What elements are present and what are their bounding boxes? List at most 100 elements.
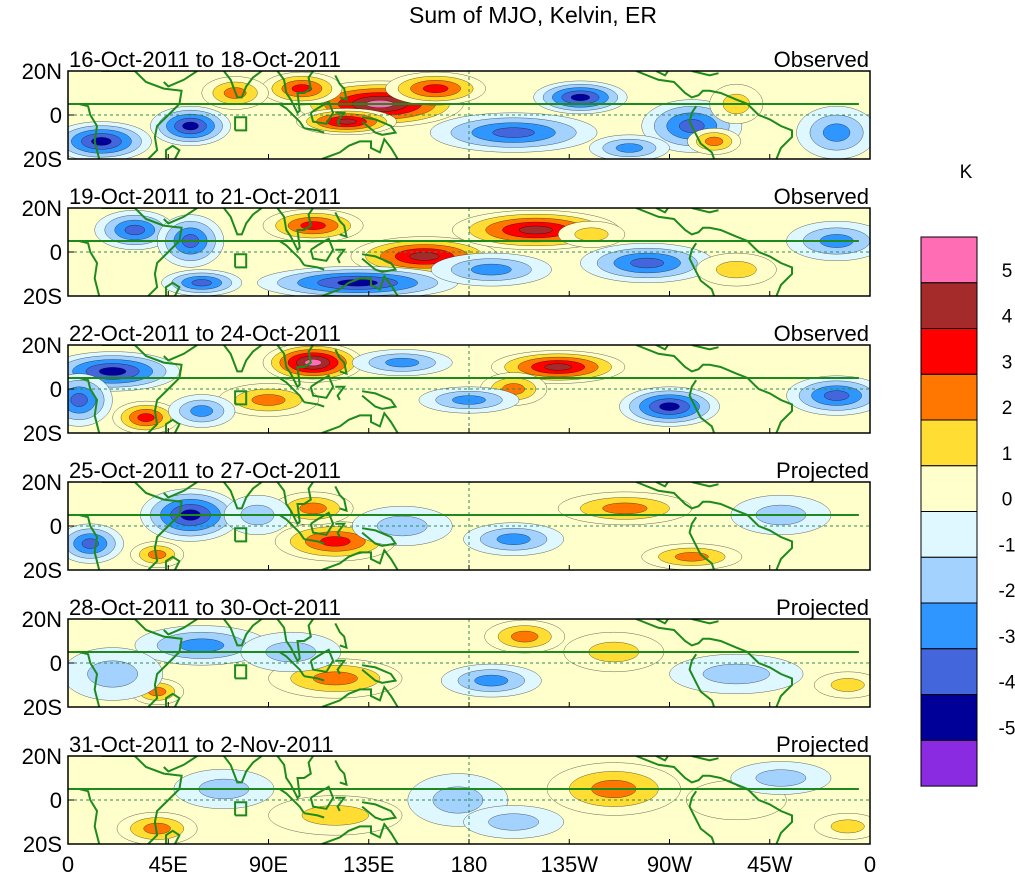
contour-blob (87, 660, 138, 688)
coastline (335, 248, 347, 264)
contour-blob (830, 678, 865, 692)
y-tick-label: 20S (23, 147, 62, 172)
coastline (309, 511, 335, 536)
coastline (361, 253, 398, 273)
contour-blob (299, 502, 327, 515)
contour-blob (137, 413, 155, 422)
coastline (279, 788, 305, 814)
coastline (165, 829, 181, 844)
coastline (68, 103, 859, 159)
coastline (691, 208, 719, 214)
contour-blob (81, 538, 99, 549)
colorbar-swatch (920, 602, 978, 650)
contour-blob (716, 261, 757, 279)
coastline (335, 796, 347, 812)
region-box (234, 253, 248, 269)
panel-period-label: 28-Oct-2011 to 30-Oct-2011 (69, 595, 341, 620)
colorbar-label: -4 (999, 673, 1015, 694)
coastline (655, 619, 670, 625)
panel-status-label: Observed (774, 321, 869, 346)
colorbar-label: 1 (1002, 444, 1013, 465)
contour-blob (630, 257, 665, 269)
region-box (234, 116, 248, 132)
coastline (309, 374, 335, 399)
panel-status-label: Projected (776, 458, 869, 483)
colorbar-swatch (920, 328, 978, 375)
coastline (309, 100, 335, 125)
coastline (691, 71, 719, 77)
contour-blob (301, 805, 369, 826)
colorbar-label: 5 (1002, 261, 1013, 282)
colorbar-label: 0 (1002, 490, 1013, 511)
y-tick-label: 20N (22, 470, 62, 495)
coastline (68, 651, 859, 707)
colorbar-label: -3 (999, 627, 1015, 648)
coastline (303, 675, 325, 682)
colorbar-swatch (920, 648, 978, 696)
coastline (223, 208, 263, 236)
coastline (309, 785, 335, 810)
colorbar-swatch (920, 465, 978, 513)
contour-blob (755, 769, 807, 787)
coastline (321, 548, 399, 570)
region-box (234, 664, 248, 680)
colorbar-label: 2 (1002, 398, 1013, 419)
coastline (279, 651, 305, 677)
map-panels: 20N 0 20S 16-Oct-2011 to 18-Oct-2011 Observe… (22, 47, 871, 857)
coastline (223, 756, 263, 784)
contour-blob (409, 252, 440, 261)
coastline (303, 812, 325, 819)
colorbar-label: 3 (1002, 352, 1013, 373)
region-box (234, 801, 248, 817)
x-tick-label: 90E (249, 852, 288, 877)
contour-blob (251, 394, 286, 406)
coastline (163, 756, 198, 773)
y-tick-label: 0 (50, 377, 62, 402)
contour-blob (91, 137, 112, 146)
contour-blob (422, 84, 449, 93)
y-tick-label: 20N (22, 607, 62, 632)
contour-blob (471, 263, 512, 276)
contour-blob (320, 536, 351, 547)
chart-title: Sum of MJO, Kelvin, ER (409, 2, 657, 28)
panel-status-label: Observed (774, 47, 869, 72)
panel-status-label: Projected (776, 595, 869, 620)
coastline (223, 619, 263, 647)
coastline (223, 345, 263, 373)
y-tick-label: 0 (50, 514, 62, 539)
coastline (635, 208, 793, 296)
y-tick-label: 20N (22, 744, 62, 769)
x-tick-label: 180 (451, 852, 488, 877)
colorbar-swatch (920, 511, 978, 558)
contour-blob (659, 402, 680, 411)
coastline (321, 822, 399, 844)
coastline (635, 345, 793, 433)
y-tick-label: 20S (23, 284, 62, 309)
contour-blob (376, 515, 428, 537)
coastline (361, 390, 398, 410)
coastline (276, 71, 314, 115)
coastline (165, 281, 181, 296)
coastline (321, 685, 399, 707)
coastline (163, 345, 198, 362)
coastline (68, 377, 859, 433)
contour-blob (496, 533, 531, 545)
colorbar-swatch (920, 282, 978, 330)
coastline (691, 619, 719, 625)
coastline (335, 659, 347, 675)
contour-blob (179, 638, 225, 653)
contour-blob (492, 127, 535, 138)
contour-blob (702, 663, 770, 685)
coastline (655, 71, 670, 77)
colorbar-swatch (920, 236, 978, 284)
coastline (688, 516, 716, 570)
y-tick-label: 20S (23, 421, 62, 446)
map-panel: 20N 0 20S 16-Oct-2011 to 18-Oct-2011 Observe… (22, 47, 871, 172)
coastline (223, 482, 263, 510)
map-panel: 20N 0 20S 31-Oct-2011 to 2-Nov-2011 Projecte… (22, 732, 871, 857)
coastline (165, 144, 181, 159)
x-tick-label: 135E (343, 852, 394, 877)
y-tick-label: 20S (23, 695, 62, 720)
coastline (334, 74, 348, 102)
